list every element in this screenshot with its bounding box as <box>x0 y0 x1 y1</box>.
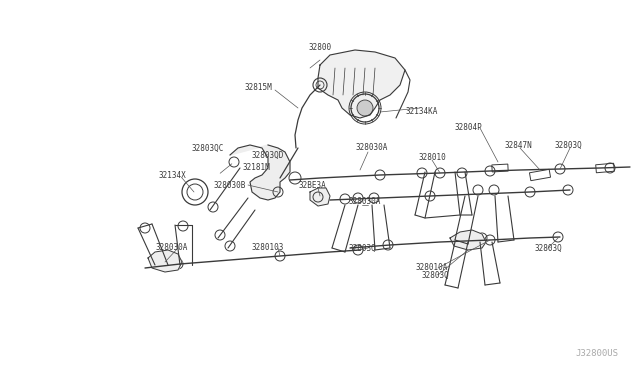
Text: 32803Q: 32803Q <box>554 141 582 150</box>
Text: J32800US: J32800US <box>575 349 618 358</box>
Polygon shape <box>230 145 290 200</box>
Bar <box>596 163 614 173</box>
Text: 32134X: 32134X <box>158 170 186 180</box>
Text: 328010A: 328010A <box>416 263 448 273</box>
Text: 32800: 32800 <box>308 44 332 52</box>
Text: 32134KA: 32134KA <box>406 108 438 116</box>
Polygon shape <box>450 230 486 250</box>
Text: 32815M: 32815M <box>244 83 272 93</box>
Text: 32BE3A: 32BE3A <box>298 180 326 189</box>
Text: 328030B: 328030B <box>214 180 246 189</box>
Text: 328030A: 328030A <box>156 244 188 253</box>
Text: 328030A: 328030A <box>349 198 381 206</box>
Bar <box>492 164 508 172</box>
Text: 32847N: 32847N <box>504 141 532 150</box>
Text: 32803Q: 32803Q <box>348 244 376 253</box>
Polygon shape <box>310 188 330 206</box>
Polygon shape <box>148 250 182 272</box>
Text: 32803QC: 32803QC <box>192 144 224 153</box>
Circle shape <box>357 100 373 116</box>
Text: 32803QD: 32803QD <box>252 151 284 160</box>
Text: 32803Q: 32803Q <box>421 270 449 279</box>
Text: 32181M: 32181M <box>242 164 270 173</box>
Polygon shape <box>318 50 405 118</box>
Text: 328010: 328010 <box>418 154 446 163</box>
Text: 32803Q: 32803Q <box>534 244 562 253</box>
Text: 328030A: 328030A <box>356 144 388 153</box>
Text: 32804P: 32804P <box>454 124 482 132</box>
Bar <box>529 169 550 181</box>
Text: 3280103: 3280103 <box>252 244 284 253</box>
